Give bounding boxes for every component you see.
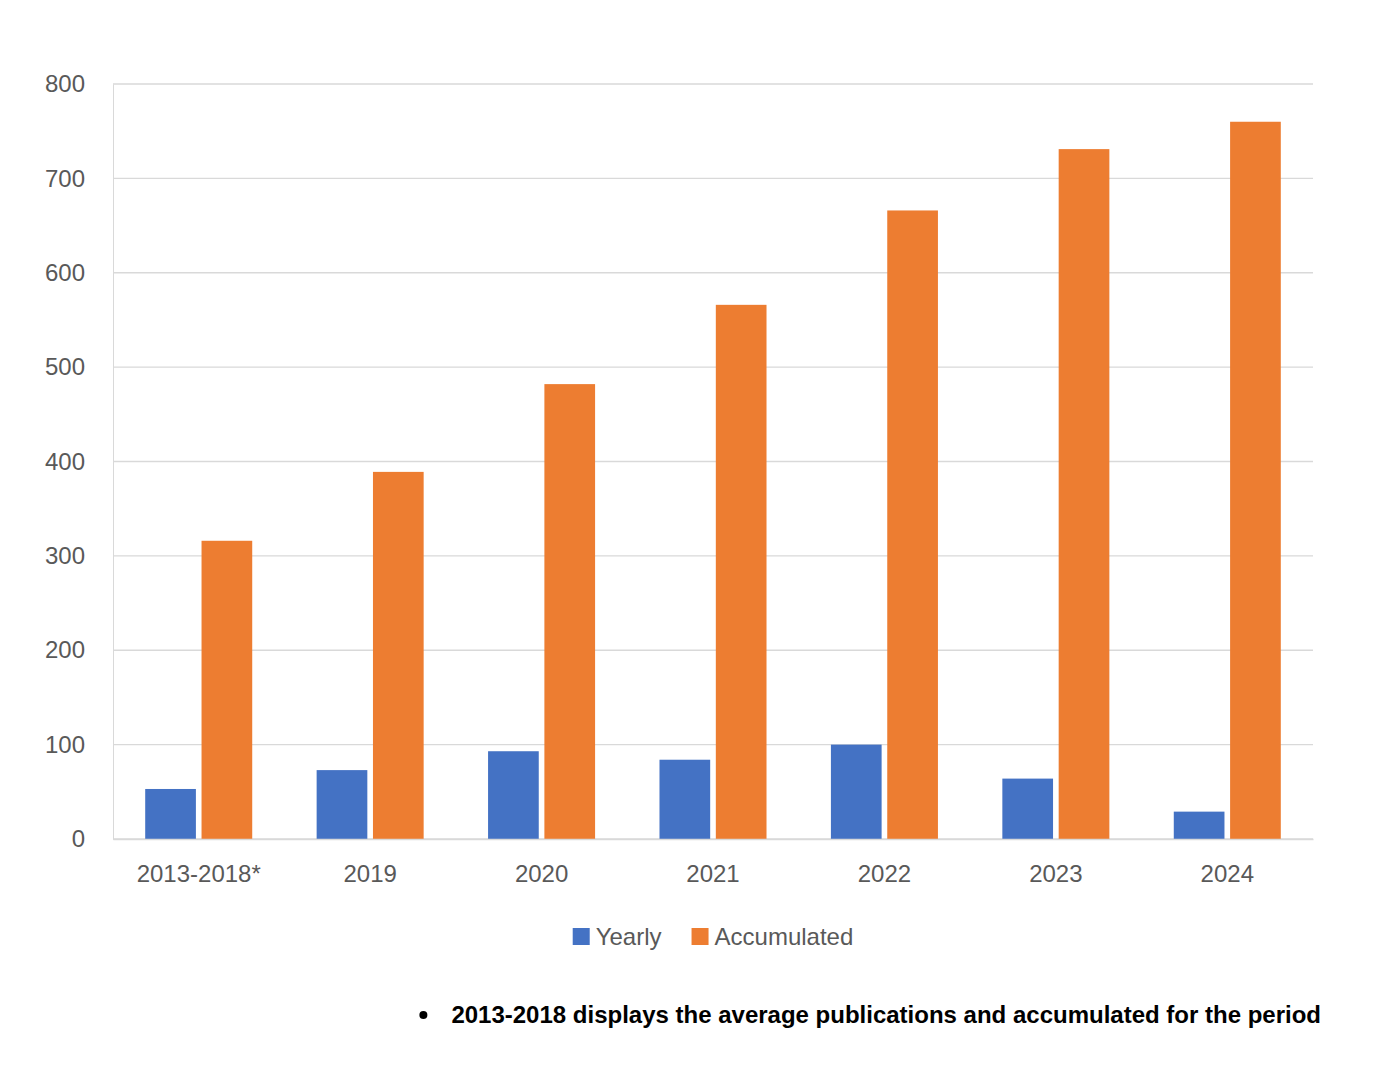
grid-line (113, 366, 1313, 367)
legend-item: Accumulated (692, 923, 854, 950)
y-tick-label: 200 (45, 636, 85, 663)
bar (1174, 812, 1225, 839)
bar (1002, 779, 1053, 839)
bar (659, 760, 710, 839)
y-tick: 800 (45, 70, 113, 97)
x-tick: 2013-2018* (137, 839, 261, 887)
series-bars (202, 122, 1281, 839)
grid (113, 84, 1313, 839)
y-tick-label: 0 (72, 825, 85, 852)
bar (544, 384, 595, 839)
x-tick: 2023 (1029, 839, 1082, 887)
grid-line (113, 650, 1313, 651)
footnote: 2013-2018 displays the average publicati… (419, 1001, 1321, 1028)
y-tick-label: 800 (45, 70, 85, 97)
x-tick: 2024 (1201, 839, 1254, 887)
legend-swatch (692, 928, 709, 945)
bar (317, 770, 368, 839)
y-tick-label: 600 (45, 259, 85, 286)
y-tick-label: 400 (45, 448, 85, 475)
bar (887, 210, 938, 839)
footnote-text: 2013-2018 displays the average publicati… (451, 1001, 1321, 1028)
bar (716, 305, 767, 839)
grid-line (113, 838, 1313, 839)
y-tick: 400 (45, 448, 113, 475)
bar (373, 472, 424, 839)
y-tick: 300 (45, 542, 113, 569)
x-tick-label: 2022 (858, 860, 911, 887)
x-tick-label: 2013-2018* (137, 860, 261, 887)
plot: 01002003004005006007008002013-2018*20192… (45, 70, 1314, 887)
bar (1059, 149, 1110, 839)
x-tick-label: 2019 (343, 860, 396, 887)
y-tick: 100 (45, 731, 113, 758)
x-tick-label: 2020 (515, 860, 568, 887)
bars (145, 122, 1281, 839)
legend-item: Yearly (573, 923, 662, 950)
y-tick-label: 100 (45, 731, 85, 758)
y-tick-label: 500 (45, 353, 85, 380)
legend-label: Accumulated (715, 923, 854, 950)
y-axis: 0 100 200 300 400 500 600 700 800 (45, 70, 114, 852)
x-tick: 2021 (686, 839, 739, 887)
x-tick: 2019 (343, 839, 396, 887)
x-tick-label: 2023 (1029, 860, 1082, 887)
chart: 01002003004005006007008002013-2018*20192… (0, 0, 1385, 1066)
x-axis-line (114, 839, 1314, 840)
bar (1230, 122, 1281, 839)
grid-line (113, 461, 1313, 462)
legend-label: Yearly (596, 923, 662, 950)
bar (831, 745, 882, 839)
x-tick-label: 2021 (686, 860, 739, 887)
bar (145, 789, 196, 839)
bar (488, 751, 539, 839)
grid-line (113, 555, 1313, 556)
grid-line (113, 83, 1313, 84)
y-tick: 500 (45, 353, 113, 380)
y-axis-line (113, 85, 114, 840)
grid-line (113, 272, 1313, 273)
y-tick: 600 (45, 259, 113, 286)
grid-line (113, 178, 1313, 179)
legend: Yearly Accumulated (573, 923, 854, 950)
y-tick-label: 700 (45, 165, 85, 192)
bar (202, 541, 253, 839)
y-tick: 200 (45, 636, 113, 663)
x-tick-label: 2024 (1201, 860, 1254, 887)
y-tick: 700 (45, 165, 113, 192)
y-tick-label: 300 (45, 542, 85, 569)
bullet (419, 1011, 427, 1019)
legend-swatch (573, 928, 590, 945)
x-axis: 2013-2018* 2019 2020 2021 2022 2023 2024 (114, 839, 1314, 887)
grid-line (113, 744, 1313, 745)
x-tick: 2020 (515, 839, 568, 887)
x-tick: 2022 (858, 839, 911, 887)
y-tick: 0 (72, 825, 113, 852)
